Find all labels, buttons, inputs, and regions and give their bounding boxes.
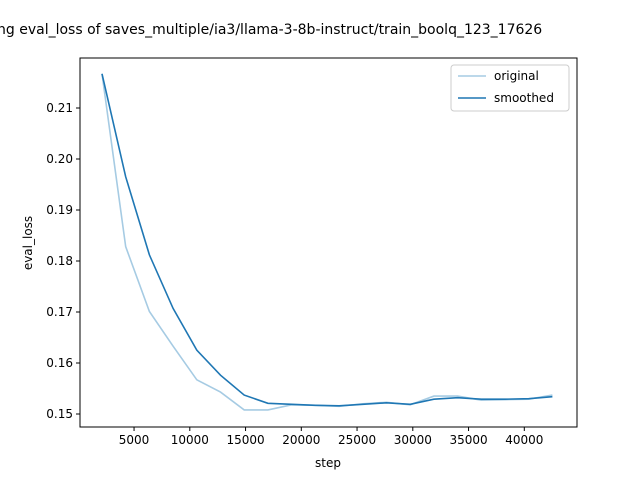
y-tick-label: 0.16: [46, 356, 73, 370]
x-tick-label: 20000: [282, 433, 320, 447]
chart-title: ng eval_loss of saves_multiple/ia3/llama…: [0, 22, 542, 38]
x-axis: 5000 10000 15000 20000 25000 30000 35000 40000: [119, 427, 543, 447]
legend-label-smoothed: smoothed: [494, 91, 554, 105]
x-tick-label: 30000: [394, 433, 432, 447]
x-axis-label: step: [315, 456, 341, 470]
x-tick-label: 15000: [226, 433, 264, 447]
x-tick-label: 35000: [449, 433, 487, 447]
plot-area: [79, 57, 578, 428]
legend-label-original: original: [494, 69, 539, 83]
y-tick-label: 0.19: [46, 203, 73, 217]
y-tick-label: 0.15: [46, 407, 73, 421]
y-axis: 0.15 0.16 0.17 0.18 0.19 0.20 0.21: [46, 101, 80, 421]
series-line-smoothed: [101, 73, 553, 407]
x-tick-label: 25000: [338, 433, 376, 447]
y-axis-label: eval_loss: [21, 216, 35, 270]
legend: original smoothed: [450, 64, 570, 112]
series-line-original: [101, 73, 553, 411]
y-tick-label: 0.18: [46, 254, 73, 268]
x-tick-label: 5000: [119, 433, 150, 447]
x-tick-label: 10000: [171, 433, 209, 447]
y-tick-label: 0.20: [46, 152, 73, 166]
x-tick-label: 40000: [505, 433, 543, 447]
y-tick-label: 0.21: [46, 101, 73, 115]
y-tick-label: 0.17: [46, 305, 73, 319]
axes-frame: [79, 57, 578, 428]
